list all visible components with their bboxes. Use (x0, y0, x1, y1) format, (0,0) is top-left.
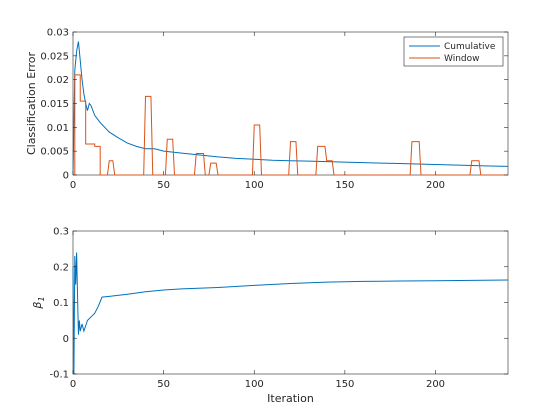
error-plot-xtick-label: 50 (157, 180, 170, 191)
legend-label-window: Window (444, 54, 480, 64)
svg-text:β1: β1 (31, 296, 46, 309)
beta-plot-ytick-label: -0.1 (49, 370, 69, 381)
beta-plot-xtick-label: 200 (426, 379, 445, 390)
beta-plot-ylabel-subscript: 1 (37, 296, 46, 301)
beta-plot-ylabel: β1 (31, 296, 46, 309)
beta-plot-ylabel-symbol: β (31, 302, 44, 310)
error-plot-ytick-label: 0.02 (47, 75, 69, 86)
beta-plot-axes (72, 230, 509, 375)
error-plot-ytick-label: 0.03 (47, 28, 69, 39)
error-plot-ytick-label: 0.01 (47, 123, 69, 134)
error-plot-xtick-label: 0 (70, 180, 76, 191)
error-plot-ytick-label: 0 (63, 171, 69, 182)
error-plot-series-line-cumulative (72, 41, 509, 176)
legend: Cumulative Window (403, 36, 504, 67)
error-plot-ylabel: Classification Error (25, 51, 38, 155)
error-plot-xtick-label: 200 (426, 180, 445, 191)
beta-plot-ytick-label: 0.2 (53, 262, 69, 273)
legend-box (403, 36, 504, 67)
error-plot-xtick-label: 150 (335, 180, 354, 191)
beta-plot-series (72, 252, 509, 375)
beta-plot: 0 50 100 150 200-0.100.10.20.3 β1 Iteration (31, 227, 509, 405)
beta-plot-ticks: 0 50 100 150 200-0.100.10.20.3 (49, 227, 508, 390)
beta-plot-ytick-label: 0.1 (53, 298, 69, 309)
beta-plot-ytick-label: 0.3 (53, 227, 69, 238)
error-plot-ytick-label: 0.005 (40, 147, 69, 158)
error-plot-series (72, 41, 509, 176)
error-plot-ticks: 0 50 100 150 200 0 0.005 0.01 0.015 0.02 0.025 0.03 (40, 28, 508, 191)
error-plot: 0 50 100 150 200 0 0.005 0.01 0.015 0.02 0.025 0.03… (25, 28, 509, 191)
beta-plot-ytick-label: 0 (63, 334, 69, 345)
error-plot-ytick-label: 0.025 (40, 51, 69, 62)
beta-plot-xlabel: Iteration (267, 392, 314, 405)
beta-plot-xtick-label: 100 (245, 379, 264, 390)
error-plot-ytick-label: 0.015 (40, 99, 69, 110)
error-plot-xtick-label: 100 (245, 180, 264, 191)
legend-label-cumulative: Cumulative (444, 42, 496, 52)
beta-plot-series-line-beta (72, 252, 509, 375)
error-plot-series-line-window (73, 74, 508, 176)
beta-plot-xtick-label: 0 (70, 379, 76, 390)
beta-plot-xtick-label: 50 (157, 379, 170, 390)
beta-plot-xtick-label: 150 (335, 379, 354, 390)
